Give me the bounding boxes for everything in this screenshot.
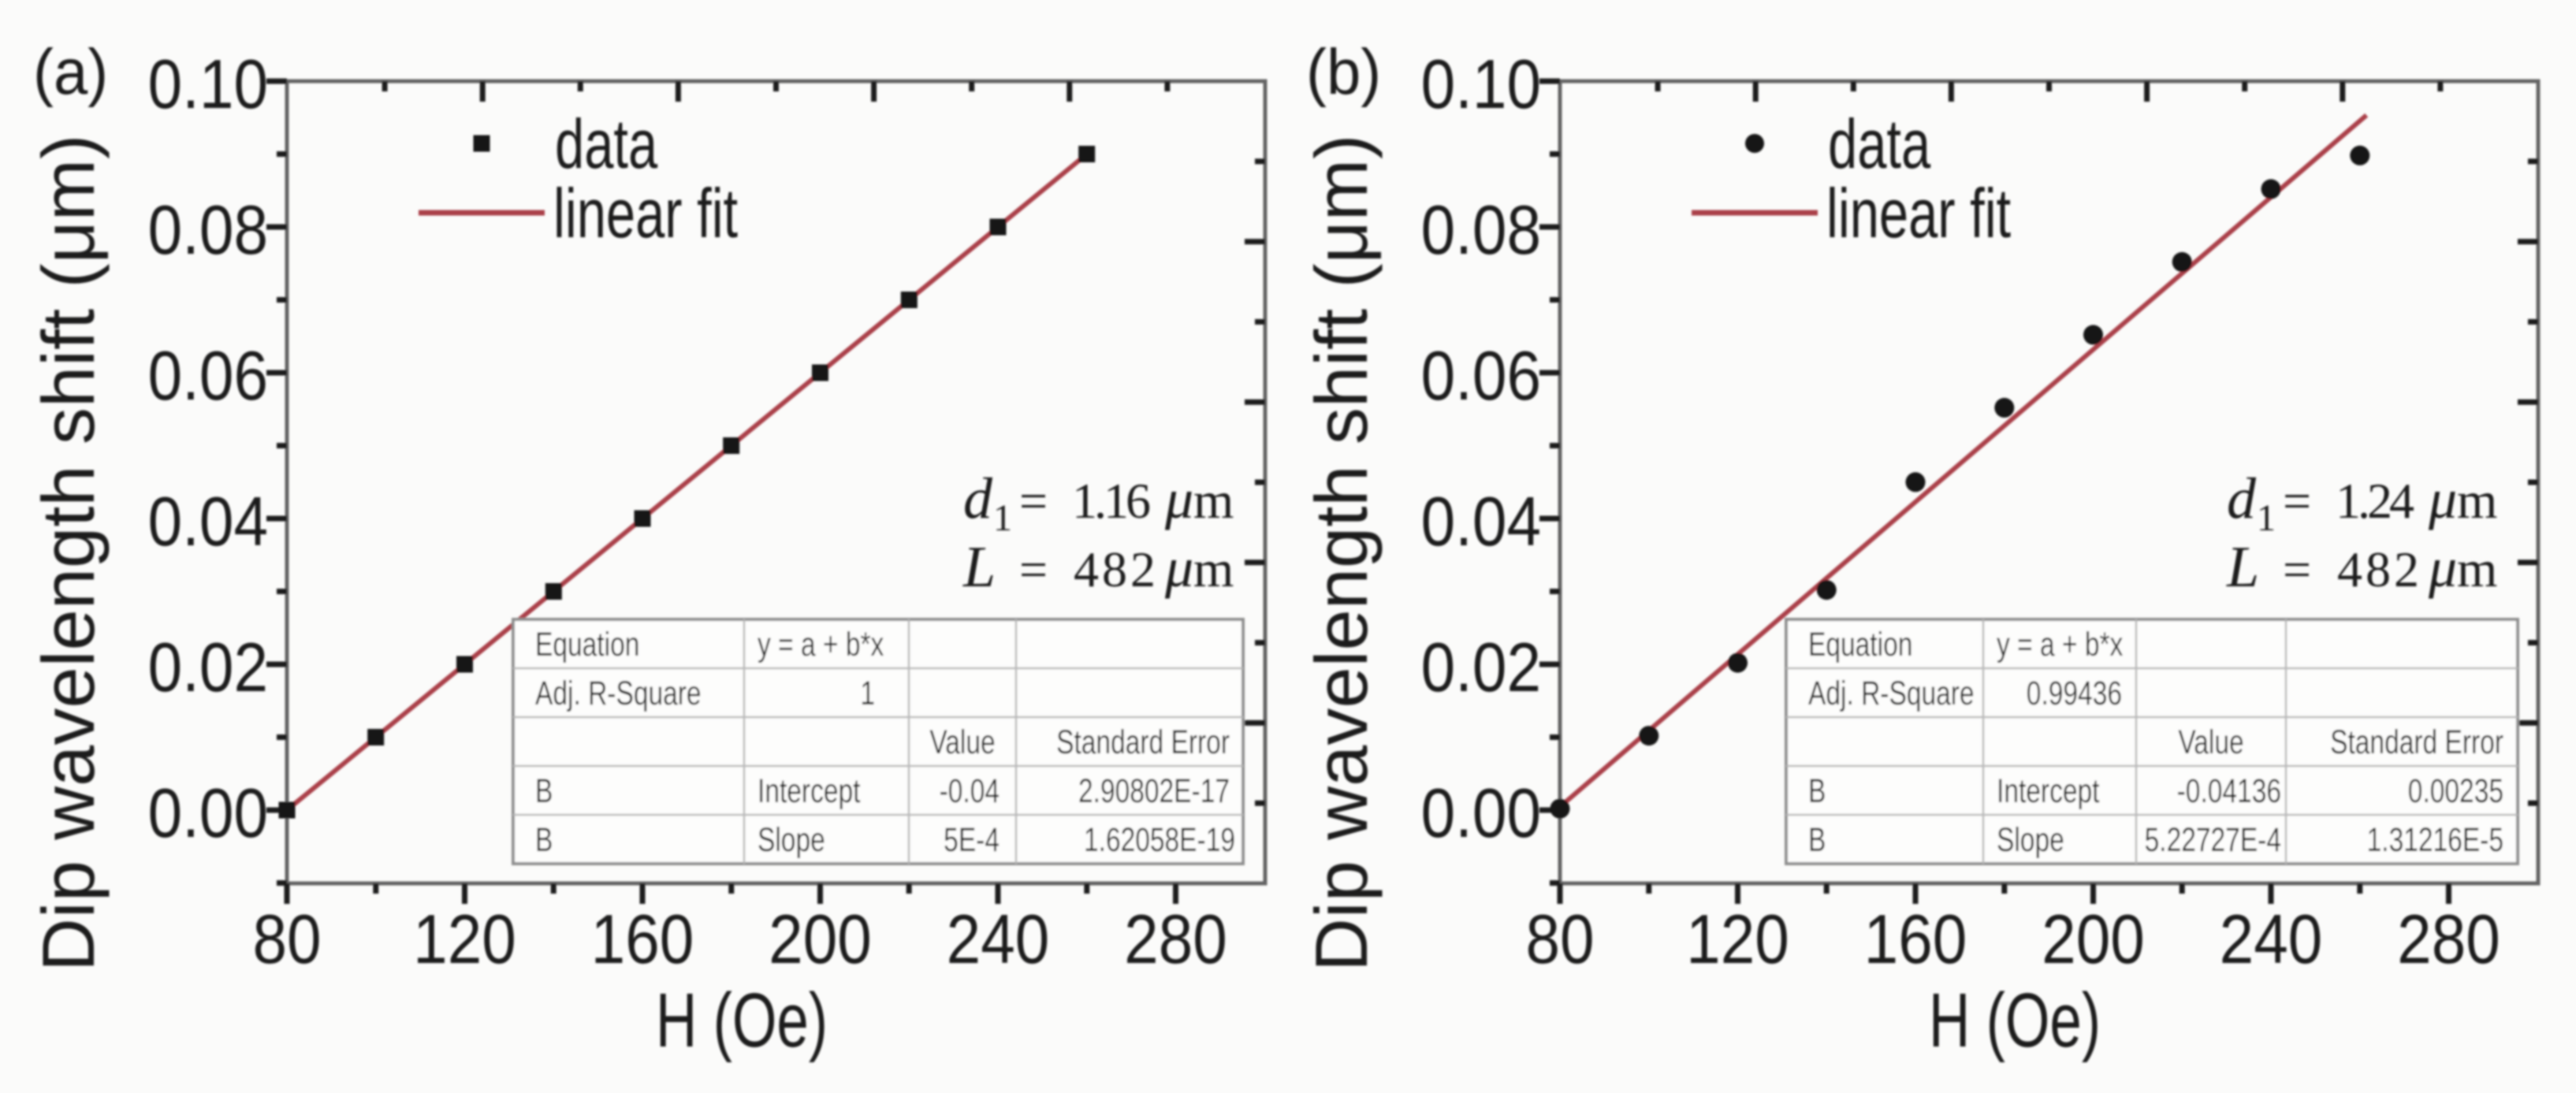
- svg-text:1.31216E-5: 1.31216E-5: [2367, 821, 2503, 859]
- svg-text:5E-4: 5E-4: [944, 821, 1000, 859]
- svg-text:B: B: [1808, 772, 1826, 810]
- svg-text:1.16: 1.16: [1072, 473, 1151, 529]
- svg-text:=: =: [2283, 473, 2311, 529]
- svg-text:linear fit: linear fit: [553, 174, 738, 252]
- svg-text:80: 80: [1525, 901, 1594, 978]
- svg-text:Dip wavelength shift (μm): Dip wavelength shift (μm): [1300, 135, 1383, 972]
- svg-text:Slope: Slope: [1997, 821, 2064, 859]
- svg-text:240: 240: [947, 901, 1050, 978]
- svg-text:0.04: 0.04: [148, 483, 268, 560]
- svg-text:0.99436: 0.99436: [2027, 675, 2122, 712]
- svg-text:Equation: Equation: [1808, 626, 1912, 664]
- svg-text:2.90802E-17: 2.90802E-17: [1078, 772, 1230, 810]
- svg-text:160: 160: [1864, 901, 1967, 978]
- svg-text:0.00235: 0.00235: [2408, 772, 2503, 810]
- svg-text:Value: Value: [929, 723, 995, 761]
- svg-text:80: 80: [252, 901, 321, 978]
- svg-text:0.08: 0.08: [148, 191, 268, 269]
- svg-text:B: B: [535, 821, 553, 859]
- svg-text:μ: μ: [1164, 536, 1193, 599]
- svg-text:Dip wavelength shift (μm): Dip wavelength shift (μm): [27, 135, 110, 972]
- svg-text:m: m: [1193, 472, 1234, 530]
- svg-text:200: 200: [769, 901, 872, 978]
- svg-text:μ: μ: [1164, 467, 1193, 530]
- svg-text:=: =: [1019, 473, 1048, 529]
- svg-text:Standard Error: Standard Error: [1056, 723, 1230, 761]
- svg-text:0.04: 0.04: [1421, 483, 1541, 560]
- svg-text:120: 120: [413, 901, 516, 978]
- svg-text:0.02: 0.02: [1421, 629, 1541, 706]
- svg-text:(b): (b): [1306, 35, 1381, 107]
- svg-text:5.22727E-4: 5.22727E-4: [2145, 821, 2281, 859]
- svg-text:Intercept: Intercept: [1997, 772, 2100, 810]
- svg-text:0.00: 0.00: [148, 775, 268, 852]
- svg-text:482: 482: [1074, 541, 1156, 597]
- svg-text:=: =: [1019, 541, 1048, 597]
- svg-text:120: 120: [1686, 901, 1789, 978]
- svg-text:0.06: 0.06: [1421, 337, 1541, 415]
- svg-text:0.06: 0.06: [148, 337, 268, 415]
- svg-text:240: 240: [2220, 901, 2323, 978]
- svg-text:y = a + b*x: y = a + b*x: [758, 626, 884, 664]
- svg-text:data: data: [1828, 105, 1931, 183]
- svg-text:μ: μ: [2428, 467, 2457, 530]
- svg-text:B: B: [1808, 821, 1826, 859]
- svg-text:L: L: [2226, 535, 2259, 600]
- svg-text:0.02: 0.02: [148, 629, 268, 706]
- svg-text:Adj. R-Square: Adj. R-Square: [1808, 675, 1975, 712]
- svg-text:m: m: [1193, 541, 1234, 598]
- svg-text:H (Oe): H (Oe): [1929, 978, 2101, 1064]
- svg-text:1: 1: [2257, 497, 2276, 539]
- svg-text:0.08: 0.08: [1421, 191, 1541, 269]
- svg-text:Value: Value: [2178, 723, 2243, 761]
- svg-text:Equation: Equation: [535, 626, 639, 664]
- svg-text:482: 482: [2337, 541, 2419, 597]
- svg-text:L: L: [962, 535, 996, 600]
- svg-text:Slope: Slope: [758, 821, 825, 859]
- svg-text:1: 1: [860, 675, 875, 712]
- svg-text:1: 1: [993, 497, 1012, 539]
- svg-text:160: 160: [591, 901, 694, 978]
- svg-text:0.00: 0.00: [1421, 775, 1541, 852]
- svg-text:Adj. R-Square: Adj. R-Square: [535, 675, 702, 712]
- svg-text:=: =: [2283, 541, 2311, 597]
- svg-text:-0.04: -0.04: [940, 772, 1000, 810]
- svg-text:linear fit: linear fit: [1826, 174, 2011, 252]
- svg-text:y = a + b*x: y = a + b*x: [1997, 626, 2123, 664]
- svg-text:280: 280: [2397, 901, 2500, 978]
- svg-text:μ: μ: [2428, 536, 2457, 599]
- svg-text:Intercept: Intercept: [758, 772, 861, 810]
- svg-text:m: m: [2457, 472, 2497, 530]
- svg-text:B: B: [535, 772, 553, 810]
- svg-text:1.62058E-19: 1.62058E-19: [1084, 821, 1235, 859]
- svg-text:d: d: [963, 467, 993, 531]
- svg-text:1.24: 1.24: [2336, 473, 2414, 529]
- svg-text:280: 280: [1124, 901, 1227, 978]
- svg-text:data: data: [555, 105, 658, 183]
- svg-text:(a): (a): [33, 35, 108, 107]
- svg-text:200: 200: [2042, 901, 2145, 978]
- svg-text:-0.04136: -0.04136: [2177, 772, 2281, 810]
- svg-text:d: d: [2227, 467, 2257, 531]
- svg-text:H (Oe): H (Oe): [656, 978, 828, 1064]
- svg-text:0.10: 0.10: [1421, 46, 1541, 123]
- svg-text:0.10: 0.10: [148, 46, 268, 123]
- svg-text:Standard Error: Standard Error: [2330, 723, 2503, 761]
- svg-text:m: m: [2457, 541, 2497, 598]
